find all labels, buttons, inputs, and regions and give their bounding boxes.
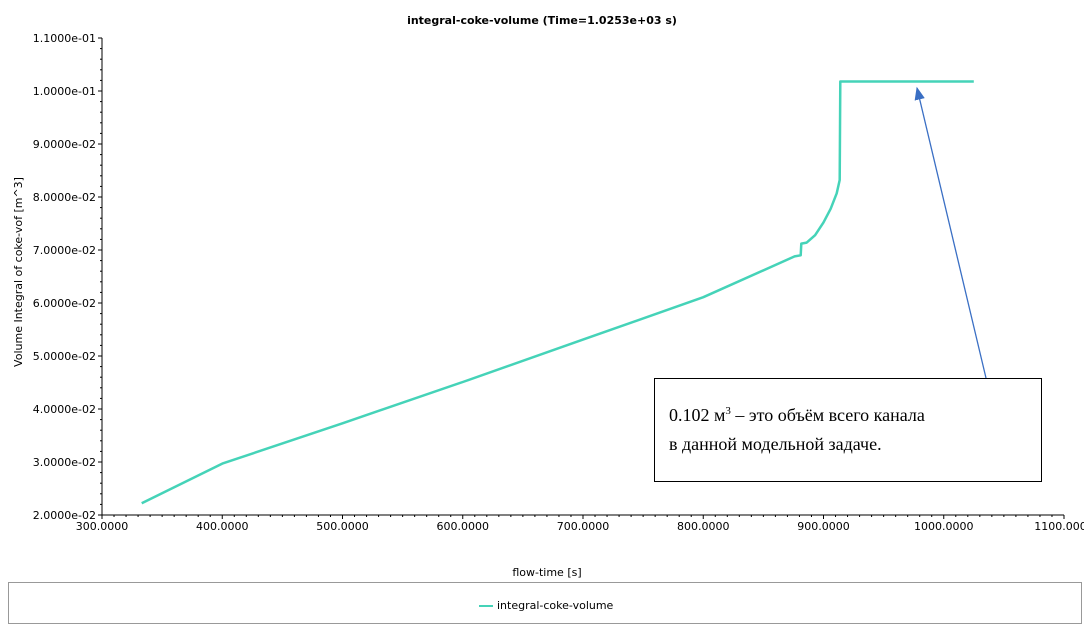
y-tick-label: 5.0000e-02 — [33, 350, 96, 363]
y-tick-label: 6.0000e-02 — [33, 297, 96, 310]
annotation-line-2: в данной модельной задаче. — [669, 434, 882, 454]
x-tick-label: 600.0000 — [437, 520, 490, 533]
x-tick-label: 1100.0000 — [1034, 520, 1084, 533]
legend: integral-coke-volume — [8, 582, 1082, 624]
annotation-line-1-rest: – это объём всего канала — [730, 405, 925, 425]
x-tick-label: 300.0000 — [76, 520, 129, 533]
y-tick-label: 2.0000e-02 — [33, 509, 96, 522]
chart-title: integral-coke-volume (Time=1.0253e+03 s) — [407, 14, 677, 27]
y-tick-label: 1.1000e-01 — [33, 32, 96, 45]
annotation-arrow — [914, 86, 987, 379]
y-tick-label: 3.0000e-02 — [33, 456, 96, 469]
y-axis-label: Volume Integral of coke-vof [m^3] — [12, 177, 25, 367]
x-tick-label: 400.0000 — [196, 520, 249, 533]
y-tick-label: 9.0000e-02 — [33, 138, 96, 151]
x-tick-label: 800.0000 — [677, 520, 730, 533]
x-tick-label: 1000.0000 — [914, 520, 974, 533]
legend-item: integral-coke-volume — [479, 599, 613, 612]
axes: 2.0000e-02 3.0000e-02 4.0000e-02 5.0000e-02… — [33, 32, 1084, 533]
x-tick-label: 500.0000 — [316, 520, 369, 533]
legend-label: integral-coke-volume — [497, 599, 614, 612]
annotation-superscript: 3 — [725, 405, 731, 417]
legend-swatch — [479, 604, 493, 607]
chart-canvas: integral-coke-volume (Time=1.0253e+03 s)… — [12, 14, 1084, 579]
y-tick-label: 4.0000e-02 — [33, 403, 96, 416]
annotation-arrow-line — [914, 86, 987, 379]
annotation-value: 0.102 м — [669, 405, 726, 425]
series-line — [141, 80, 974, 505]
annotation-box: 0.102 м3 – это объём всего канала в данн… — [654, 378, 1042, 482]
x-tick-label: 700.0000 — [557, 520, 610, 533]
x-tick-label: 900.0000 — [797, 520, 850, 533]
y-tick-label: 8.0000e-02 — [33, 191, 96, 204]
x-axis-label: flow-time [s] — [512, 566, 581, 579]
y-tick-label: 7.0000e-02 — [33, 244, 96, 257]
annotation-line-1: 0.102 м3 – это объём всего канала — [669, 397, 1027, 430]
series-layer — [141, 80, 974, 505]
y-tick-label: 1.0000e-01 — [33, 85, 96, 98]
